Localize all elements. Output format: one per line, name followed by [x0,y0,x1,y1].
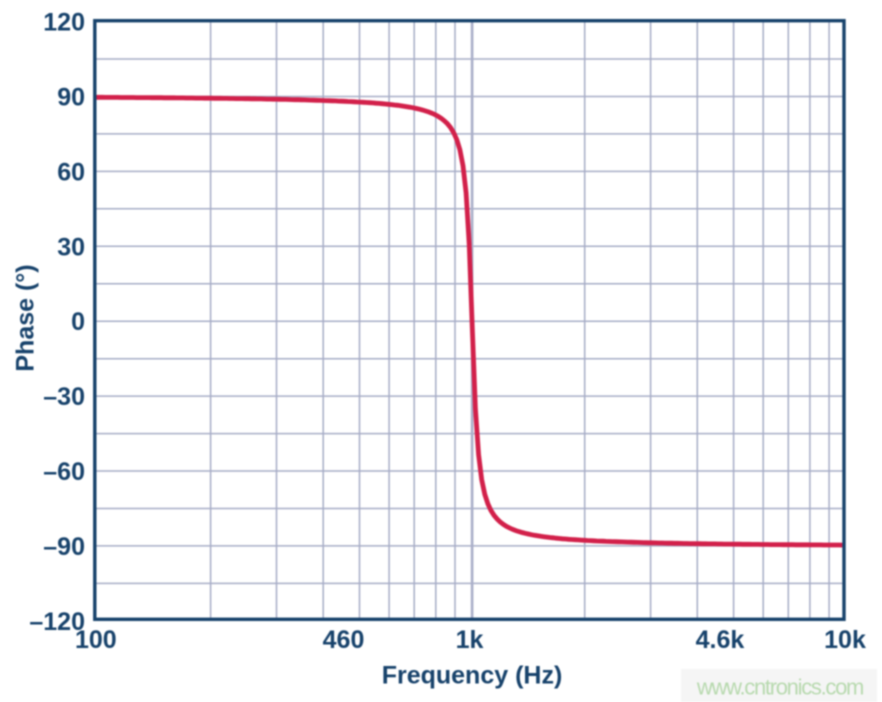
svg-text:–30: –30 [43,383,85,411]
svg-text:100: 100 [75,626,117,654]
svg-text:90: 90 [57,84,85,112]
svg-text:–90: –90 [43,533,85,561]
svg-text:10k: 10k [824,626,866,654]
svg-text:–60: –60 [43,458,85,486]
svg-text:30: 30 [57,233,85,261]
svg-text:460: 460 [323,626,365,654]
svg-text:Phase (°): Phase (°) [12,264,40,371]
svg-text:Frequency (Hz): Frequency (Hz) [382,662,563,690]
svg-text:www.cntronics.com: www.cntronics.com [696,675,863,700]
svg-text:120: 120 [43,9,85,37]
svg-text:4.6k: 4.6k [696,626,745,654]
svg-text:60: 60 [57,158,85,186]
svg-text:–120: –120 [29,608,85,636]
svg-text:0: 0 [71,308,85,336]
svg-text:1k: 1k [456,626,484,654]
